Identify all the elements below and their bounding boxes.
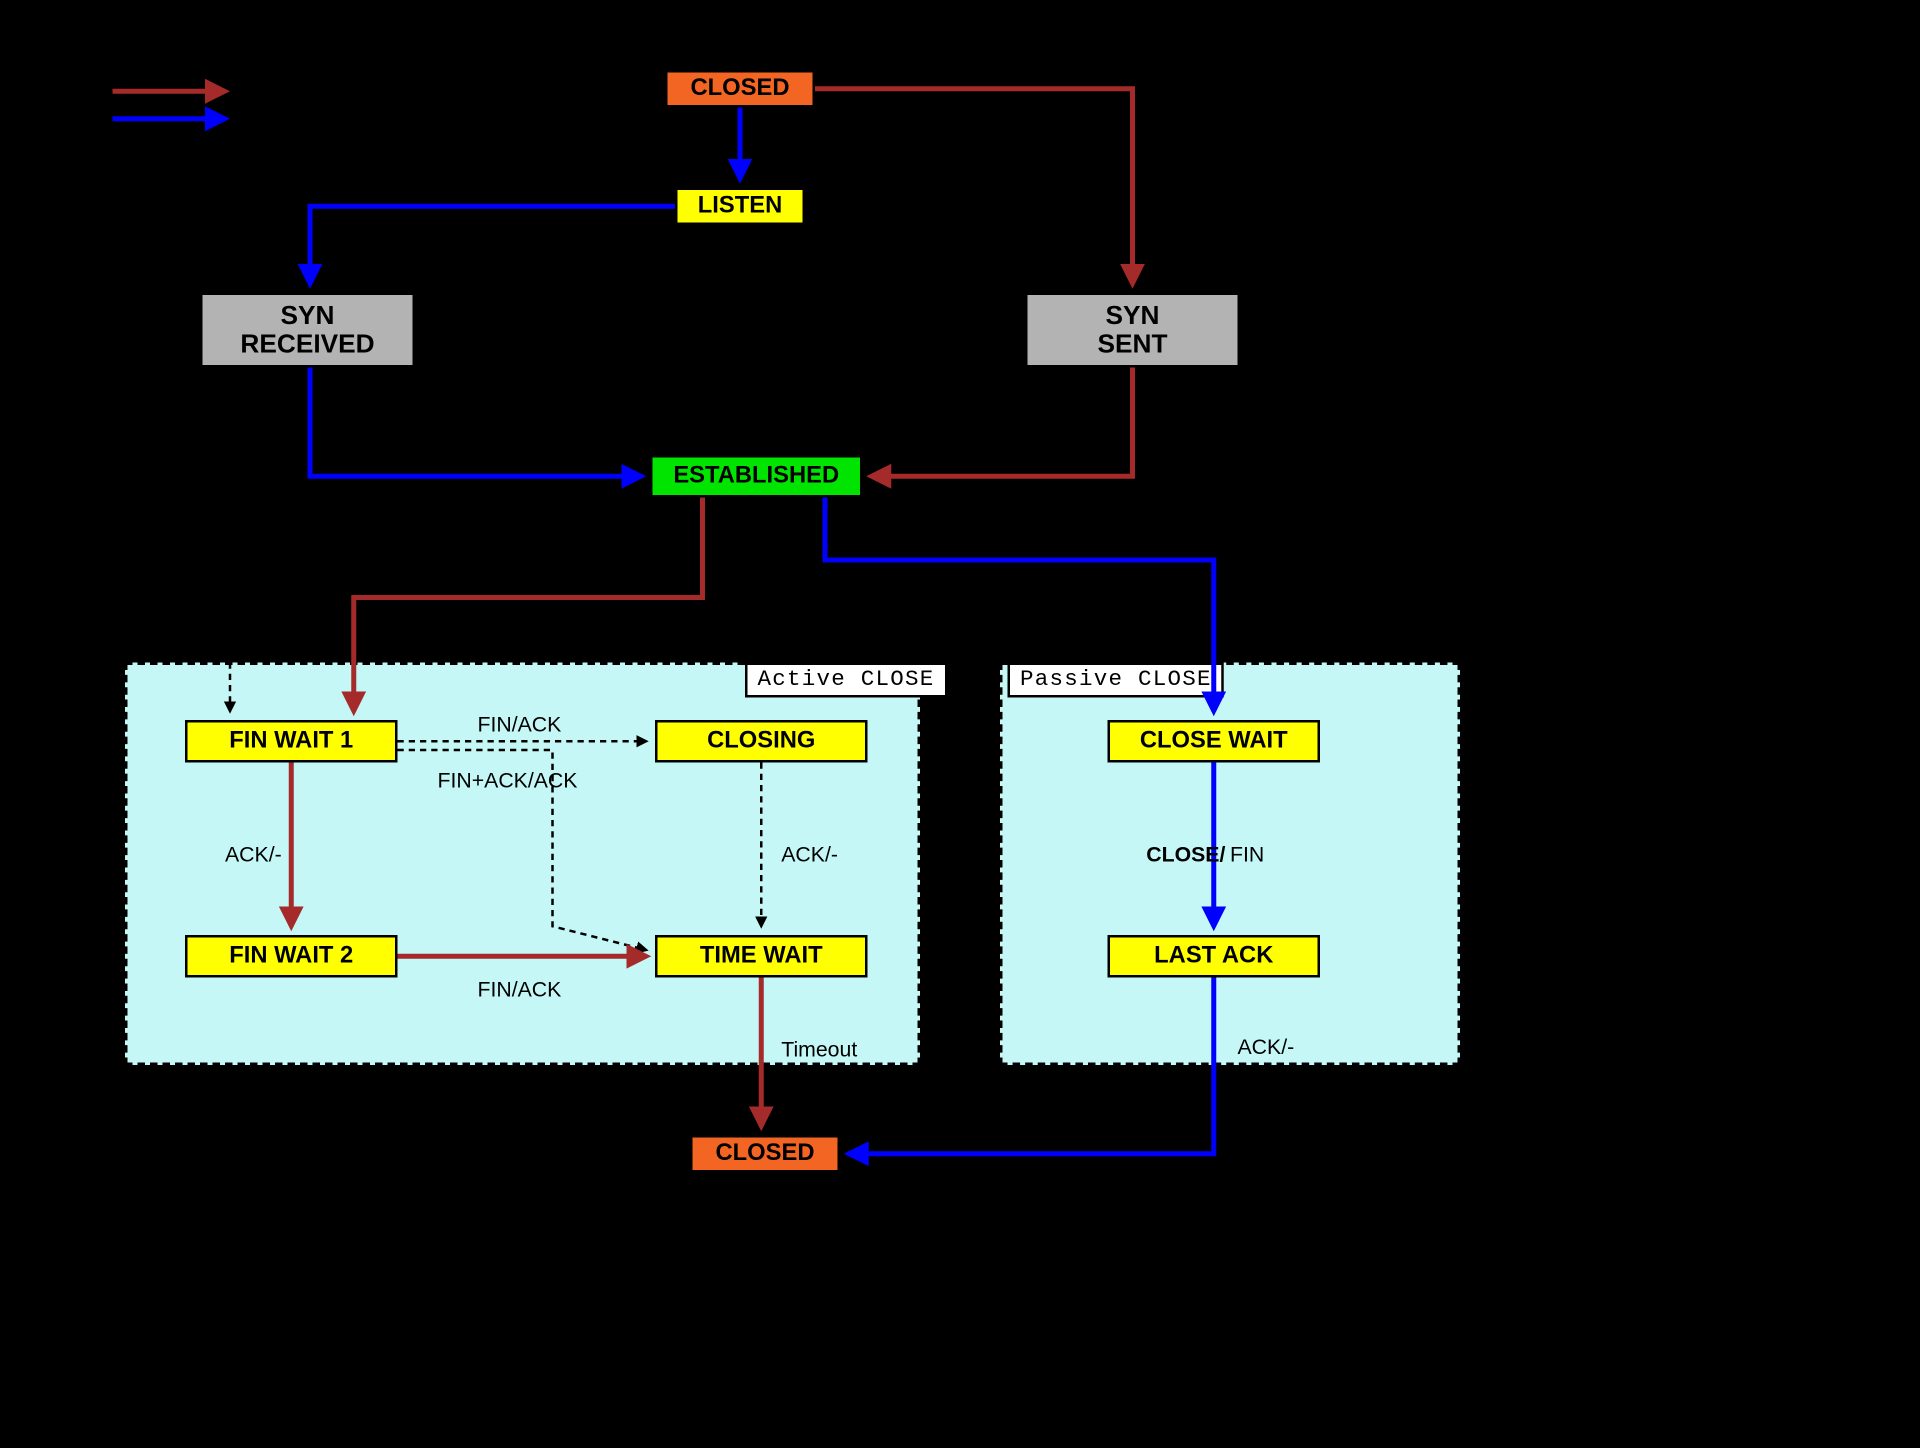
- edge-label: Timeout: [781, 1038, 857, 1063]
- edge-label: ACK/-: [225, 843, 282, 868]
- edge-label: ACK/-: [1238, 1035, 1295, 1060]
- tcp-state-diagram: Active CLOSE Passive CLOSE FIN/ACK FIN+ACK/…: [0, 0, 1920, 1448]
- edge-label: FIN/ACK: [478, 978, 562, 1003]
- state-last-ack: LAST ACK: [1108, 935, 1321, 978]
- state-syn-recv: SYN RECEIVED: [200, 293, 415, 368]
- edge-label: ACK/-: [781, 843, 838, 868]
- state-syn-sent: SYN SENT: [1025, 293, 1240, 368]
- edge-label: FIN: [1230, 843, 1264, 868]
- edge-synsent-established: [871, 368, 1132, 477]
- active-close-region-label: Active CLOSE: [745, 663, 947, 698]
- edge-closed-synsent: [815, 89, 1133, 284]
- edge-label: FIN/ACK: [478, 713, 562, 738]
- state-listen: LISTEN: [675, 188, 805, 226]
- state-closed-bot: CLOSED: [690, 1135, 840, 1173]
- state-time-wait: TIME WAIT: [655, 935, 868, 978]
- passive-close-region-label: Passive CLOSE: [1008, 663, 1225, 698]
- edge-label: FIN+ACK/ACK: [438, 769, 578, 794]
- edge-synrecv-established: [310, 368, 641, 477]
- edge-listen-synrecv: [310, 206, 675, 284]
- edge-label: CLOSE/: [1146, 843, 1225, 868]
- state-closed-top: CLOSED: [665, 70, 815, 108]
- state-close-wait: CLOSE WAIT: [1108, 720, 1321, 763]
- state-closing: CLOSING: [655, 720, 868, 763]
- state-fin-wait-2: FIN WAIT 2: [185, 935, 398, 978]
- state-fin-wait-1: FIN WAIT 1: [185, 720, 398, 763]
- state-established: ESTABLISHED: [650, 455, 863, 498]
